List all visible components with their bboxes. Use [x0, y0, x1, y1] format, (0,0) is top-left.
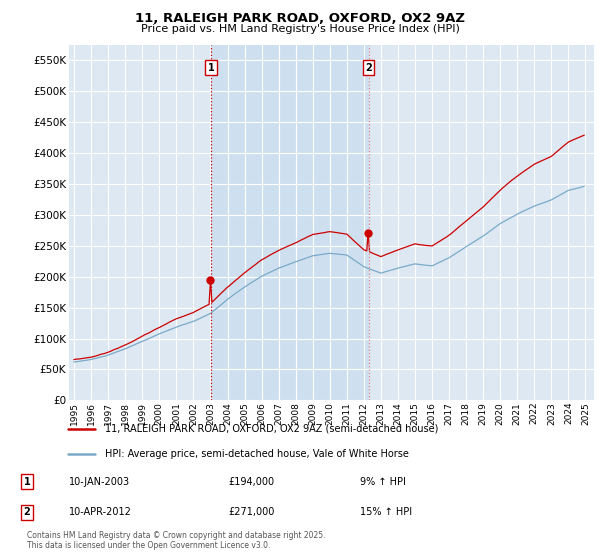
Text: Contains HM Land Registry data © Crown copyright and database right 2025.
This d: Contains HM Land Registry data © Crown c…: [27, 530, 325, 550]
Text: 15% ↑ HPI: 15% ↑ HPI: [360, 507, 412, 517]
Text: £271,000: £271,000: [228, 507, 274, 517]
Text: 11, RALEIGH PARK ROAD, OXFORD, OX2 9AZ: 11, RALEIGH PARK ROAD, OXFORD, OX2 9AZ: [135, 12, 465, 25]
Text: 2: 2: [365, 63, 372, 73]
Text: 10-APR-2012: 10-APR-2012: [69, 507, 132, 517]
Text: 11, RALEIGH PARK ROAD, OXFORD, OX2 9AZ (semi-detached house): 11, RALEIGH PARK ROAD, OXFORD, OX2 9AZ (…: [106, 424, 439, 434]
Text: 1: 1: [208, 63, 215, 73]
Text: £194,000: £194,000: [228, 477, 274, 487]
Bar: [211, 45, 368, 400]
Text: 10-JAN-2003: 10-JAN-2003: [69, 477, 130, 487]
Text: 2: 2: [23, 507, 31, 517]
Text: Price paid vs. HM Land Registry's House Price Index (HPI): Price paid vs. HM Land Registry's House …: [140, 24, 460, 34]
Text: 9% ↑ HPI: 9% ↑ HPI: [360, 477, 406, 487]
Text: 1: 1: [23, 477, 31, 487]
Text: HPI: Average price, semi-detached house, Vale of White Horse: HPI: Average price, semi-detached house,…: [106, 449, 409, 459]
